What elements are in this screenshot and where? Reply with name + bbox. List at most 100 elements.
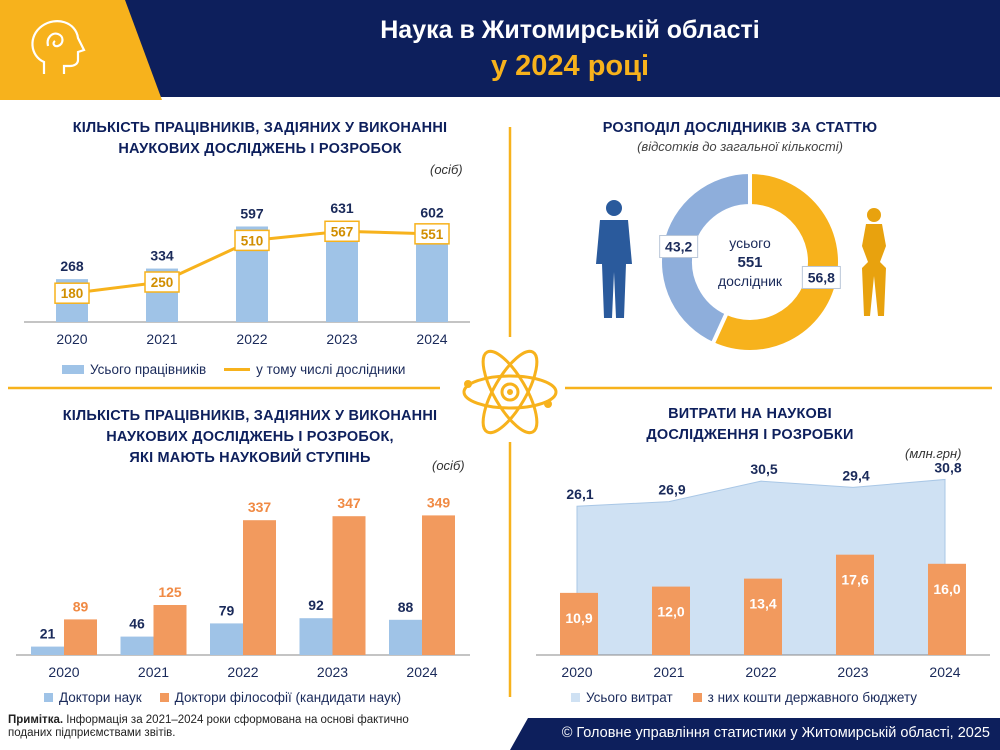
page-title: Наука в Житомирській області [380,16,760,44]
degree-chart: 21 89 2020 46 125 2021 79 337 2022 92 347 2023 88 349… [16,494,470,680]
x-tick-degree-2024: 2024 [406,664,437,680]
label-total-2024: 602 [420,205,444,221]
degree-unit: (осіб) [432,458,465,473]
degree-legend: Доктори наук Доктори філософії (кандидат… [44,690,401,705]
expenses-title-line-2: ДОСЛІДЖЕННЯ І РОЗРОБКИ [646,427,854,443]
head-brain-icon [31,20,86,74]
gender-chart-subtitle: (відсотків до загальної кількості) [637,139,843,154]
label-total-expenses-2020: 26,1 [566,486,593,502]
legend-label-total: Усього працівників [90,362,207,377]
x-tick-degree-2020: 2020 [48,664,79,680]
bar-state-budget-2022 [744,578,782,655]
point-box-researchers-2022 [234,229,270,252]
label-researchers-2020: 180 [61,286,84,301]
legend-label-total-expenses: Усього витрат [586,690,673,705]
x-tick-2021: 2021 [146,331,177,347]
x-tick-2022: 2022 [236,331,267,347]
bar-phd-2023 [332,516,366,655]
x-tick-2024: 2024 [416,331,447,347]
bar-phd-2021 [153,605,187,655]
label-state-budget-2022: 13,4 [749,596,776,612]
workers-legend: Усього працівників у тому числі дослідни… [62,362,405,377]
header-logo-area [0,0,162,100]
legend-swatch-researchers [224,368,251,371]
legend-swatch-phd [159,693,169,702]
male-silhouette-icon [596,200,632,318]
label-phd-2022: 337 [248,499,272,515]
donut-label-male: 43,2 [665,239,692,255]
bar-doctors-sci-2020 [31,646,64,655]
bar-state-budget-2021 [652,586,690,655]
label-state-budget-2023: 17,6 [841,572,868,588]
label-state-budget-2021: 12,0 [657,604,684,620]
label-phd-2023: 347 [337,495,361,511]
workers-title-line-1: КІЛЬКІСТЬ ПРАЦІВНИКІВ, ЗАДІЯНИХ У ВИКОНА… [72,120,448,136]
x-tick-expenses-2022: 2022 [745,664,776,680]
bar-phd-2022 [243,520,276,655]
point-box-researchers-2023 [324,220,360,243]
atom-icon [462,349,558,435]
legend-swatch-state-budget [692,693,702,702]
donut-center-line-3: дослідник [718,273,783,289]
label-doctors-sci-2021: 46 [129,616,145,632]
legend-label-state-budget: з них кошти державного бюджету [707,690,918,705]
legend-label-phd: Доктори філософії (кандидати наук) [174,690,402,705]
divider-lines [8,127,992,697]
label-doctors-sci-2022: 79 [219,602,235,618]
label-phd-2024: 349 [427,494,451,510]
donut-label-female: 56,8 [808,269,835,285]
x-tick-degree-2023: 2023 [317,664,348,680]
legend-label-researchers: у тому числі дослідники [256,362,406,377]
x-tick-degree-2021: 2021 [138,664,169,680]
label-researchers-2023: 567 [331,224,354,239]
degree-chart-title: КІЛЬКІСТЬ ПРАЦІВНИКІВ, ЗАДІЯНИХ У ВИКОНА… [20,406,480,469]
label-phd-2021: 125 [158,584,182,600]
expenses-legend: Усього витрат з них кошти державного бюд… [571,690,917,705]
label-total-expenses-2021: 26,9 [658,482,685,498]
copyright: © Головне управління статистики у Житоми… [561,725,990,741]
x-tick-expenses-2020: 2020 [561,664,592,680]
donut-center-total: 551 [737,254,762,271]
workers-chart: 268 2020 334 2021 597 2022 631 2023 602 2024 180 25… [24,200,470,347]
donut-label-box-male [659,235,699,259]
x-tick-2020: 2020 [56,331,87,347]
bar-phd-2020 [64,619,97,655]
gender-chart-title: РОЗПОДІЛ ДОСЛІДНИКІВ ЗА СТАТТЮ [602,120,878,136]
label-total-2022: 597 [240,205,264,221]
degree-title-line-2: НАУКОВИХ ДОСЛІДЖЕНЬ І РОЗРОБОК, [106,429,394,445]
label-total-expenses-2022: 30,5 [750,461,777,477]
legend-swatch-total-expenses [571,693,580,702]
legend-label-doctors-sci: Доктори наук [59,690,142,705]
expenses-chart-title: ВИТРАТИ НА НАУКОВІ ДОСЛІДЖЕННЯ І РОЗРОБК… [560,404,940,446]
label-researchers-2024: 551 [421,227,444,242]
footnote-text: Інформація за 2021–2024 роки сформована … [8,714,409,739]
bar-doctors-sci-2023 [299,618,333,655]
label-state-budget-2024: 16,0 [933,581,960,597]
expenses-unit: (млн.грн) [905,446,962,461]
label-researchers-2021: 250 [151,275,174,290]
footer-bar [510,718,1000,750]
workers-unit: (осіб) [430,162,463,177]
point-box-researchers-2020 [54,282,90,304]
female-silhouette-icon [862,208,886,316]
expenses-chart: 10,9 26,1 2020 12,0 26,9 2021 13,4 30,5 2022 17,6… [536,460,990,680]
label-doctors-sci-2024: 88 [398,599,414,615]
legend-swatch-total [62,365,84,374]
bar-doctors-sci-2022 [210,623,243,655]
donut-slice-female [710,170,842,354]
x-tick-2023: 2023 [326,331,357,347]
bar-phd-2024 [422,515,455,655]
bar-state-budget-2023 [836,554,874,655]
workers-title-line-2: НАУКОВИХ ДОСЛІДЖЕНЬ І РОЗРОБОК [118,141,402,157]
x-tick-expenses-2023: 2023 [837,664,868,680]
label-state-budget-2020: 10,9 [565,610,592,626]
donut-center-line-1: усього [729,235,771,251]
gender-donut-chart: 43,2 56,8 усього 551 дослідник [658,170,842,354]
legend-swatch-doctors-sci [44,693,53,702]
header-bar [0,0,1000,97]
point-box-researchers-2024 [414,223,450,245]
footnote: Примітка. Інформація за 2021–2024 роки с… [8,714,428,740]
label-researchers-2022: 510 [241,233,264,248]
donut-slice-male [658,170,752,347]
x-tick-expenses-2021: 2021 [653,664,684,680]
